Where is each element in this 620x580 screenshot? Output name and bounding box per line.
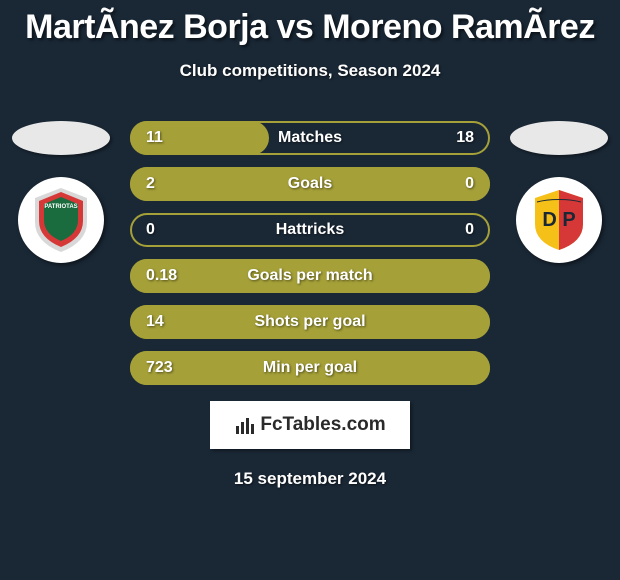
stat-bar: 2Goals0 bbox=[130, 167, 490, 201]
player-photo-left-placeholder bbox=[12, 121, 110, 155]
stat-label: Min per goal bbox=[132, 359, 488, 377]
left-column: PATRIOTAS bbox=[6, 121, 116, 263]
stat-bar: 0Hattricks0 bbox=[130, 213, 490, 247]
stat-label: Matches bbox=[132, 129, 488, 147]
footer-date: 15 september 2024 bbox=[0, 469, 620, 489]
stat-right-value: 0 bbox=[465, 221, 474, 239]
source-logo-text: FcTables.com bbox=[234, 414, 385, 436]
stat-right-value: 0 bbox=[465, 175, 474, 193]
patriotas-shield-icon: PATRIOTAS bbox=[25, 184, 97, 256]
stat-bar: 14Shots per goal bbox=[130, 305, 490, 339]
player-photo-right-placeholder bbox=[510, 121, 608, 155]
stat-label: Goals per match bbox=[132, 267, 488, 285]
svg-text:D P: D P bbox=[542, 209, 575, 231]
team-crest-left: PATRIOTAS bbox=[18, 177, 104, 263]
right-column: D P bbox=[504, 121, 614, 263]
deportivo-pereira-shield-icon: D P bbox=[523, 184, 595, 256]
stat-label: Shots per goal bbox=[132, 313, 488, 331]
stats-column: 11Matches182Goals00Hattricks00.18Goals p… bbox=[116, 121, 504, 385]
stat-bar: 0.18Goals per match bbox=[130, 259, 490, 293]
bars-icon bbox=[234, 414, 256, 436]
source-logo-label: FcTables.com bbox=[260, 414, 385, 436]
comparison-card: MartÃnez Borja vs Moreno RamÃrez Club co… bbox=[0, 0, 620, 489]
stat-bar: 11Matches18 bbox=[130, 121, 490, 155]
stat-label: Goals bbox=[132, 175, 488, 193]
stat-label: Hattricks bbox=[132, 221, 488, 239]
subtitle: Club competitions, Season 2024 bbox=[0, 61, 620, 81]
page-title: MartÃnez Borja vs Moreno RamÃrez bbox=[0, 8, 620, 47]
stat-right-value: 18 bbox=[456, 129, 474, 147]
team-crest-right: D P bbox=[516, 177, 602, 263]
stat-bar: 723Min per goal bbox=[130, 351, 490, 385]
source-logo: FcTables.com bbox=[210, 401, 410, 449]
content-row: PATRIOTAS 11Matches182Goals00Hattricks00… bbox=[0, 121, 620, 385]
svg-text:PATRIOTAS: PATRIOTAS bbox=[44, 204, 77, 210]
